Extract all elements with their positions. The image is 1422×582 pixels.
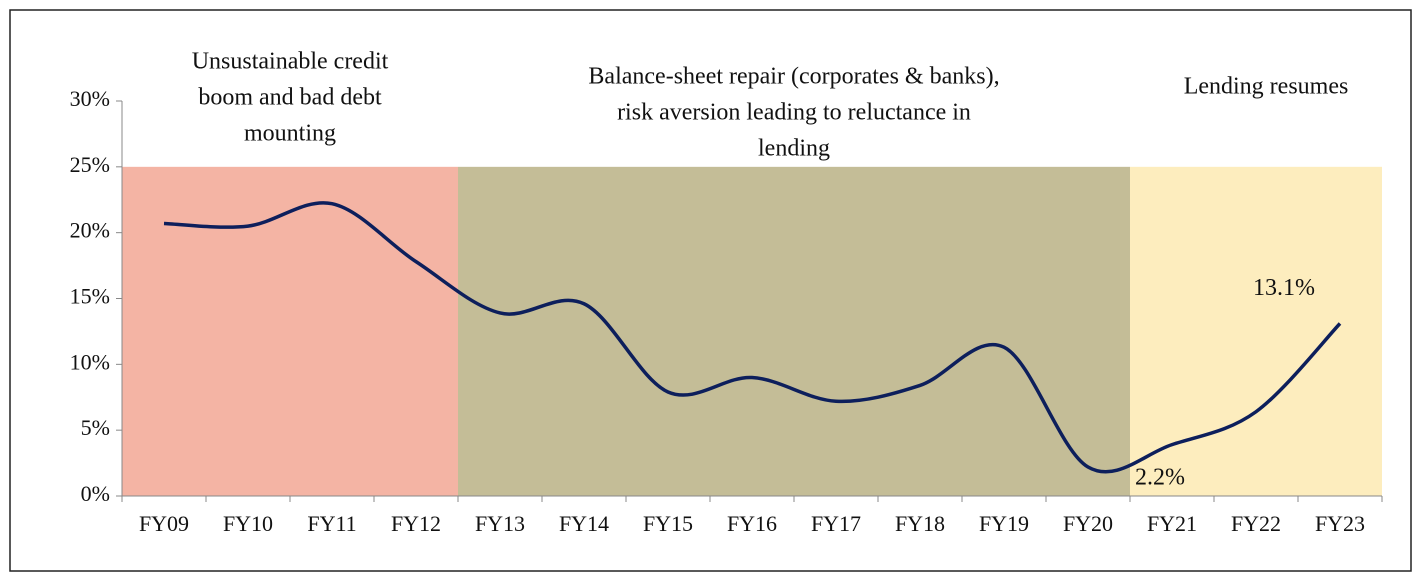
region-label: mounting [244, 121, 336, 147]
region-label: Balance-sheet repair (corporates & banks… [588, 64, 999, 90]
chart-frame [9, 9, 1412, 572]
x-tick-label: FY18 [895, 511, 945, 536]
x-tick-label: FY10 [223, 511, 273, 536]
x-tick-label: FY17 [811, 511, 861, 536]
x-tick-label: FY20 [1063, 511, 1113, 536]
x-tick-label: FY16 [727, 511, 777, 536]
x-tick-label: FY14 [559, 511, 609, 536]
y-tick-label: 20% [70, 218, 110, 243]
line [163, 201, 1342, 474]
data-label: 13.1% [1253, 275, 1315, 301]
region [458, 166, 1130, 497]
y-tick-label: 25% [70, 152, 110, 177]
x-tick-label: FY12 [391, 511, 441, 536]
region [1130, 166, 1382, 497]
y-tick-label: 10% [70, 349, 110, 374]
x-tick-label: FY21 [1147, 511, 1197, 536]
region-label: Unsustainable credit [192, 49, 389, 75]
x-tick-label: FY15 [643, 511, 693, 536]
y-tick-label: 0% [81, 481, 110, 506]
region-label: Lending resumes [1184, 74, 1349, 100]
x-tick-label: FY19 [979, 511, 1029, 536]
region-label: lending [758, 136, 830, 162]
data-label: 2.2% [1135, 465, 1185, 491]
x-tick-label: FY13 [475, 511, 525, 536]
y-tick-label: 30% [70, 86, 110, 111]
x-tick-label: FY09 [139, 511, 189, 536]
region [122, 166, 458, 497]
x-tick-label: FY23 [1315, 511, 1365, 536]
y-tick-label: 15% [70, 284, 110, 309]
region-label: boom and bad debt [198, 85, 382, 111]
region-label: risk aversion leading to reluctance in [617, 100, 971, 126]
x-tick-label: FY11 [307, 511, 356, 536]
y-tick-label: 5% [81, 415, 110, 440]
x-tick-label: FY22 [1231, 511, 1281, 536]
